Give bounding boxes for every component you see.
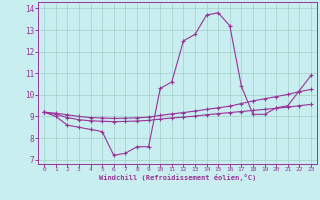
X-axis label: Windchill (Refroidissement éolien,°C): Windchill (Refroidissement éolien,°C) <box>99 174 256 181</box>
